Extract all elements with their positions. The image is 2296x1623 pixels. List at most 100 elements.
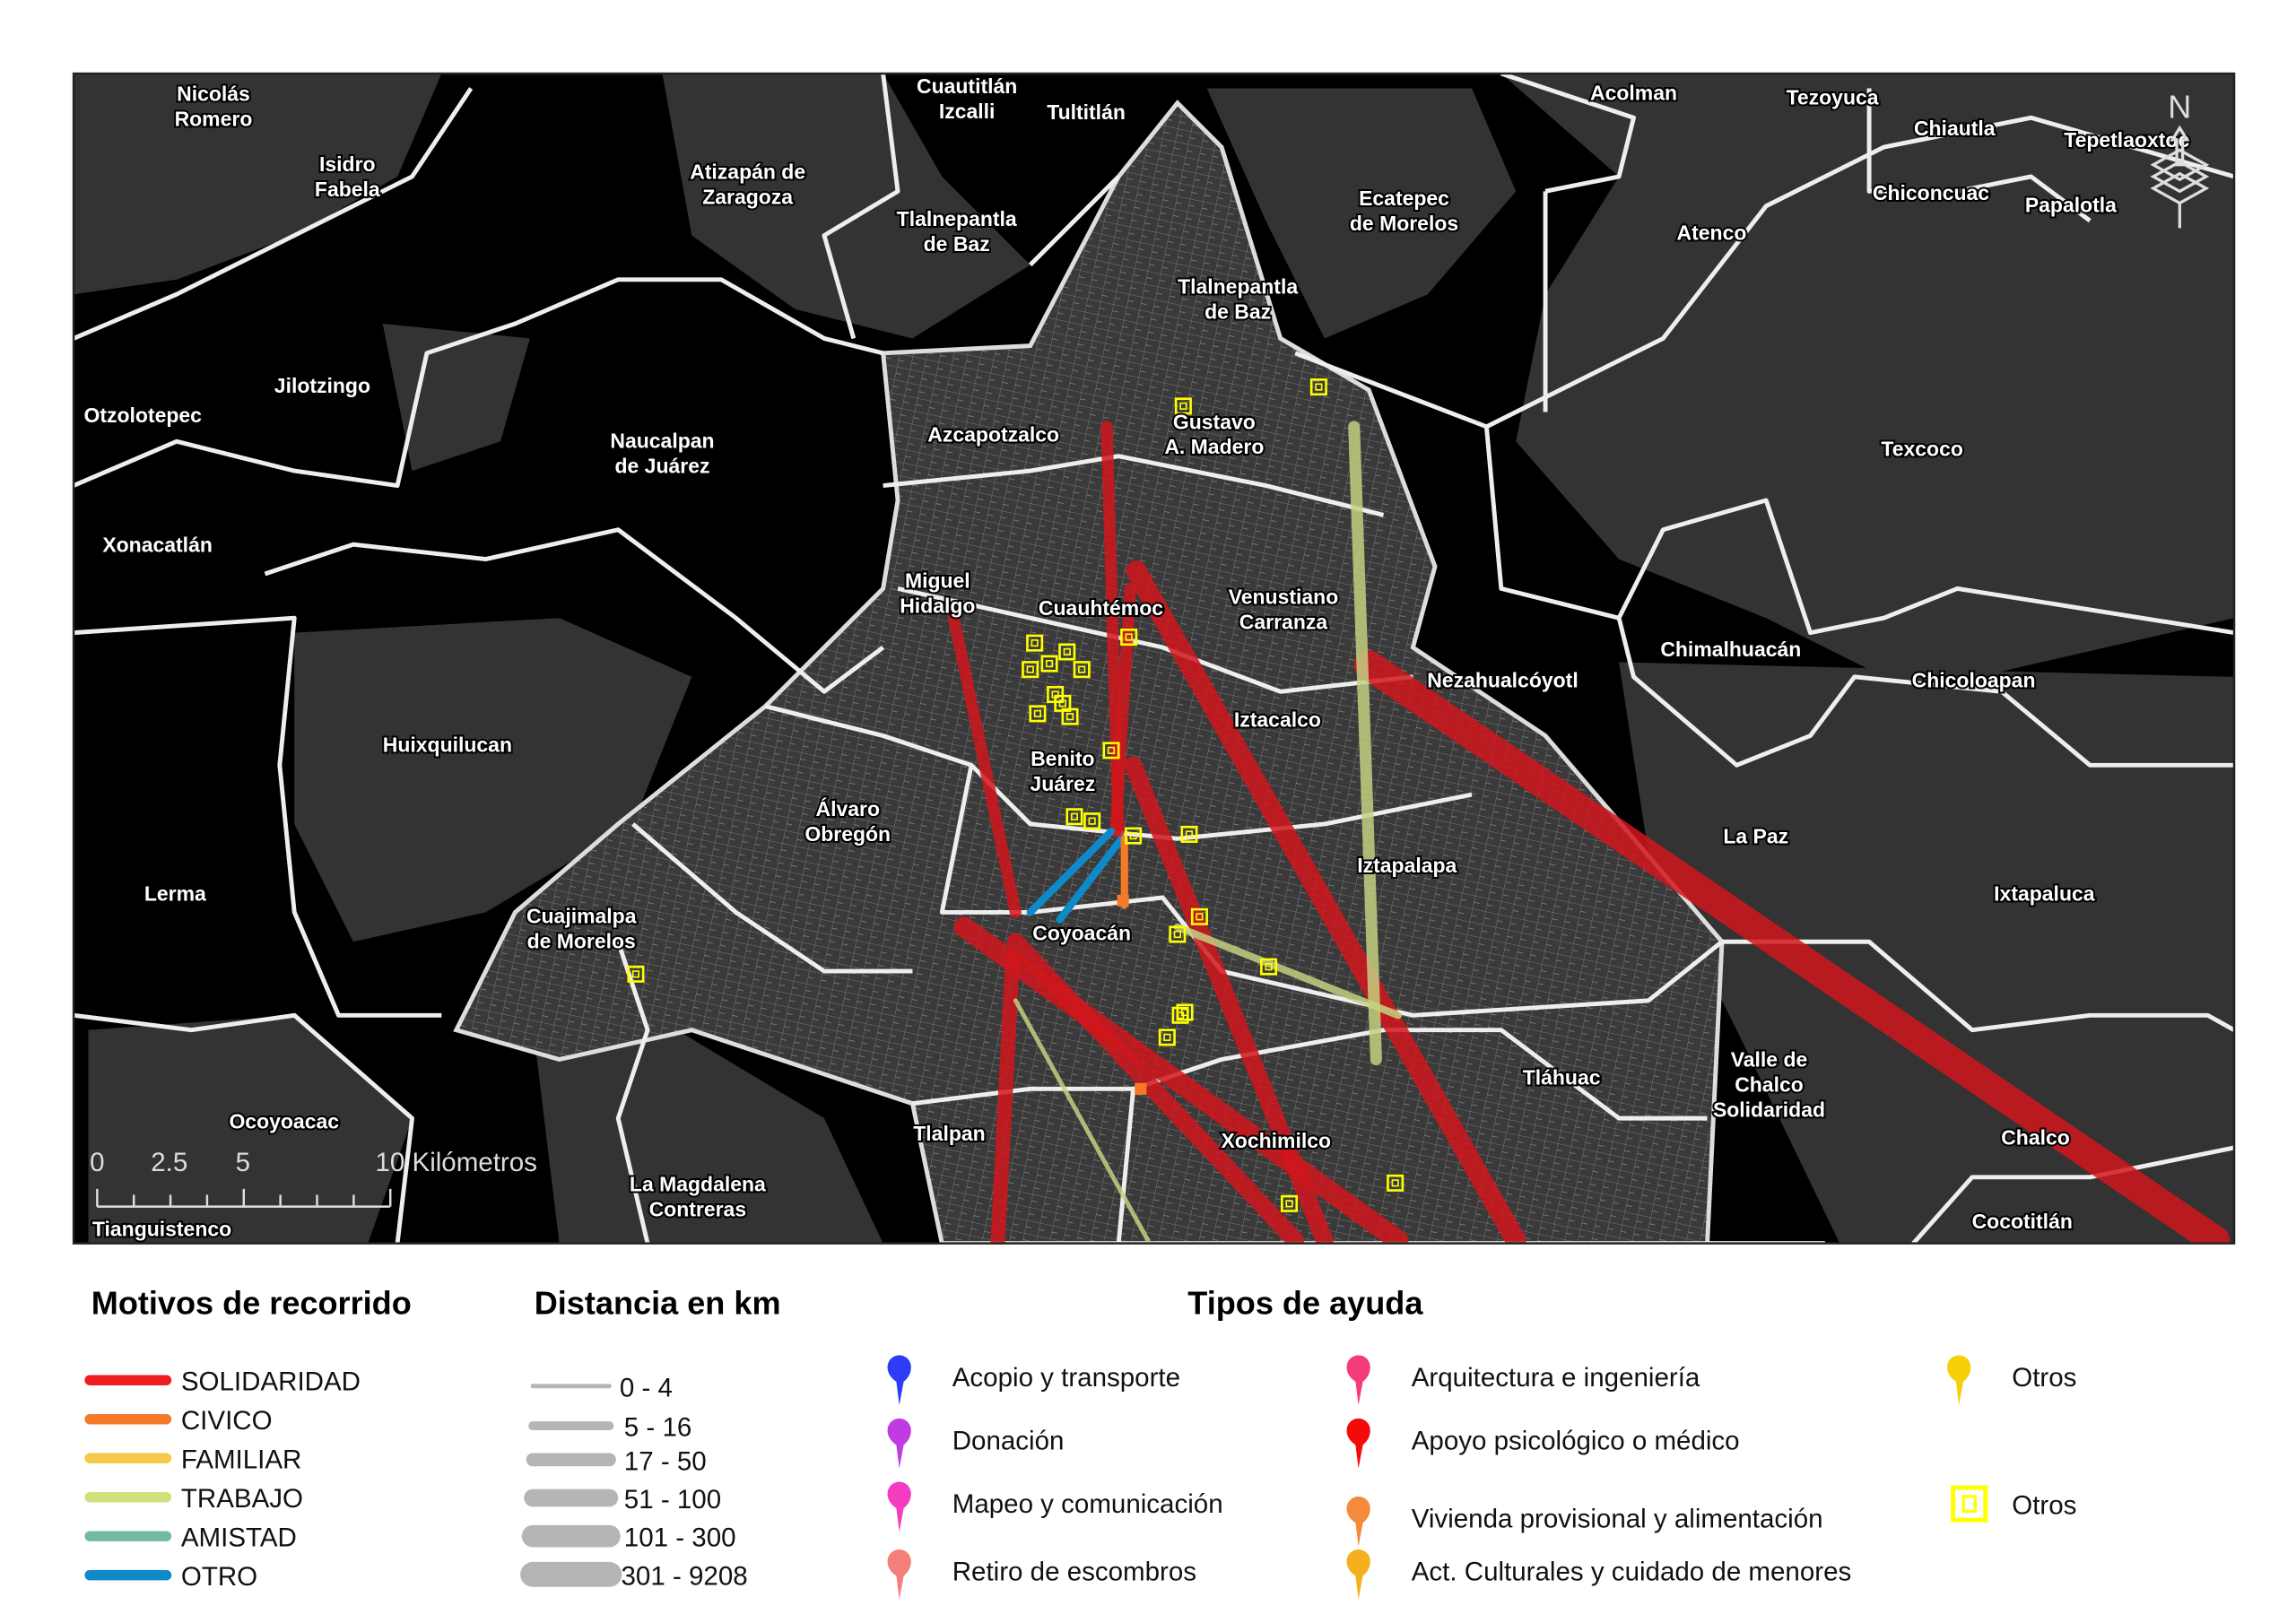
- place-label-line: Tezoyuca: [1787, 86, 1879, 109]
- place-label-line: Tianguistenco: [92, 1217, 231, 1240]
- map-pin-icon: [887, 1418, 911, 1469]
- place-label-line: Iztapalapa: [1357, 854, 1457, 877]
- legend-label: Apoyo psicológico o médico: [1412, 1426, 1740, 1455]
- route-solidaridad: [1126, 560, 1526, 1244]
- place-label: Iztapalapa: [1357, 854, 1457, 877]
- place-label-line: Coyoacán: [1032, 922, 1131, 945]
- legend-label: 0 - 4: [620, 1373, 673, 1402]
- place-label-line: Iztacalco: [1234, 708, 1321, 732]
- legend-tipos-title: Tipos de ayuda: [1187, 1284, 1423, 1321]
- place-label-line: Benito: [1031, 747, 1094, 770]
- place-label-line: Zaragoza: [702, 185, 793, 208]
- square-target-icon[interactable]: [1026, 634, 1044, 652]
- place-label-line: Chimalhuacán: [1660, 638, 1801, 661]
- scale-label-5: 5: [236, 1148, 250, 1177]
- place-label-line: La Magdalena: [630, 1172, 766, 1195]
- civico-marker[interactable]: [1135, 1082, 1147, 1095]
- place-label: Benito Juárez: [1030, 747, 1095, 795]
- place-label-line: A. Madero: [1164, 435, 1264, 458]
- place-label: Atizapán de Zaragoza: [690, 160, 805, 208]
- place-label-line: de Juárez: [614, 455, 709, 478]
- square-target-icon[interactable]: [1073, 661, 1091, 679]
- square-target-icon[interactable]: [1180, 825, 1198, 843]
- place-label: Tláhuac: [1523, 1065, 1601, 1089]
- map-pin-icon: [887, 1481, 911, 1532]
- place-label: Coyoacán: [1032, 922, 1131, 945]
- place-label-line: Atizapán de: [690, 160, 805, 183]
- place-label-line: Cocotitlán: [1972, 1210, 2073, 1233]
- route-trabajo: [1013, 998, 1151, 1243]
- place-label: Chicoloapan: [1912, 668, 2036, 691]
- place-label-line: Hidalgo: [900, 594, 975, 617]
- legend-label: Mapeo y comunicación: [952, 1489, 1223, 1519]
- place-label-line: Cuautitlán: [917, 74, 1017, 98]
- legend-label: Arquitectura e ingeniería: [1412, 1363, 1700, 1393]
- place-label: Chimalhuacán: [1660, 638, 1801, 661]
- square-target-icon[interactable]: [1260, 958, 1278, 976]
- place-label-line: Tlalnepantla: [1178, 274, 1298, 298]
- square-target-icon[interactable]: [1176, 1003, 1194, 1021]
- legend-motivos-title: Motivos de recorrido: [91, 1284, 412, 1321]
- square-target-icon[interactable]: [1174, 397, 1192, 415]
- route-solidaridad: [947, 612, 1022, 918]
- square-target-icon[interactable]: [1158, 1028, 1176, 1046]
- scale-bar: 0 2.5 5 10 Kilómetros: [90, 1148, 537, 1208]
- legend-label: Act. Culturales y cuidado de menores: [1412, 1557, 1852, 1586]
- map-pin-icon: [1947, 1355, 1971, 1406]
- place-label: Jilotzingo: [274, 374, 370, 397]
- square-target-icon[interactable]: [1022, 661, 1039, 679]
- place-label: Xochimilco: [1221, 1129, 1331, 1152]
- place-label-line: Juárez: [1030, 772, 1095, 795]
- square-target-icon[interactable]: [1061, 707, 1079, 725]
- square-target-icon[interactable]: [1083, 812, 1101, 830]
- place-label: Huixquilucan: [383, 733, 512, 757]
- square-target-icon[interactable]: [1309, 378, 1327, 396]
- place-label-line: Ecatepec: [1359, 187, 1449, 210]
- scale-label-0: 0: [90, 1148, 104, 1177]
- place-label-line: Carranza: [1239, 611, 1328, 634]
- place-label-line: Acolman: [1590, 82, 1677, 105]
- square-target-icon[interactable]: [1102, 742, 1120, 759]
- place-label: Acolman: [1590, 82, 1677, 105]
- place-label-line: Ocoyoacac: [229, 1110, 339, 1133]
- scale-label-10: 10 Kilómetros: [375, 1148, 536, 1177]
- place-label-line: Solidaridad: [1713, 1098, 1825, 1122]
- square-target-icon[interactable]: [1029, 705, 1047, 723]
- square-target-icon[interactable]: [1387, 1174, 1405, 1192]
- civico-marker[interactable]: [1117, 894, 1129, 907]
- place-label-line: Jilotzingo: [274, 374, 370, 397]
- square-target-icon[interactable]: [1058, 643, 1076, 661]
- square-target-icon[interactable]: [1120, 629, 1138, 647]
- place-label-line: Isidro: [319, 152, 376, 176]
- square-target-icon[interactable]: [627, 965, 645, 983]
- place-label: Álvaro Obregón: [804, 797, 891, 846]
- place-label-line: Contreras: [649, 1197, 747, 1220]
- place-label-line: Chiconcuac: [1873, 181, 1989, 204]
- place-label: La Magdalena Contreras: [630, 1172, 766, 1220]
- place-label-line: Tlalnepantla: [897, 207, 1017, 230]
- route-trabajo: [1348, 421, 1382, 1066]
- place-label: Texcoco: [1881, 438, 1962, 461]
- route-trabajo: [1173, 923, 1403, 1020]
- place-label: Tezoyuca: [1787, 86, 1879, 109]
- square-target-icon[interactable]: [1281, 1194, 1299, 1212]
- place-label-line: Tlalpan: [913, 1122, 985, 1145]
- place-label: Azcapotzalco: [927, 422, 1059, 446]
- place-label-line: de Baz: [1205, 299, 1271, 323]
- square-target-icon[interactable]: [1040, 655, 1058, 673]
- legend-label: Otros: [2012, 1363, 2076, 1393]
- square-target-icon[interactable]: [1169, 925, 1187, 943]
- place-label: Cocotitlán: [1972, 1210, 2073, 1233]
- place-label-line: Lerma: [144, 881, 206, 905]
- square-target-icon[interactable]: [1065, 808, 1083, 826]
- place-label: Chiautla: [1914, 117, 1996, 140]
- place-label: Tepetlaoxtoc: [2064, 128, 2189, 152]
- place-label: Miguel Hidalgo: [900, 569, 975, 618]
- routes: [947, 421, 2231, 1244]
- square-target-icon[interactable]: [1190, 907, 1208, 925]
- square-target-icon[interactable]: [1125, 827, 1143, 845]
- place-label-line: Cuajimalpa: [526, 905, 637, 928]
- map-pin-icon: [1346, 1355, 1370, 1406]
- north-arrow-icon: N: [2150, 88, 2210, 229]
- place-label: Isidro Fabela: [315, 152, 380, 201]
